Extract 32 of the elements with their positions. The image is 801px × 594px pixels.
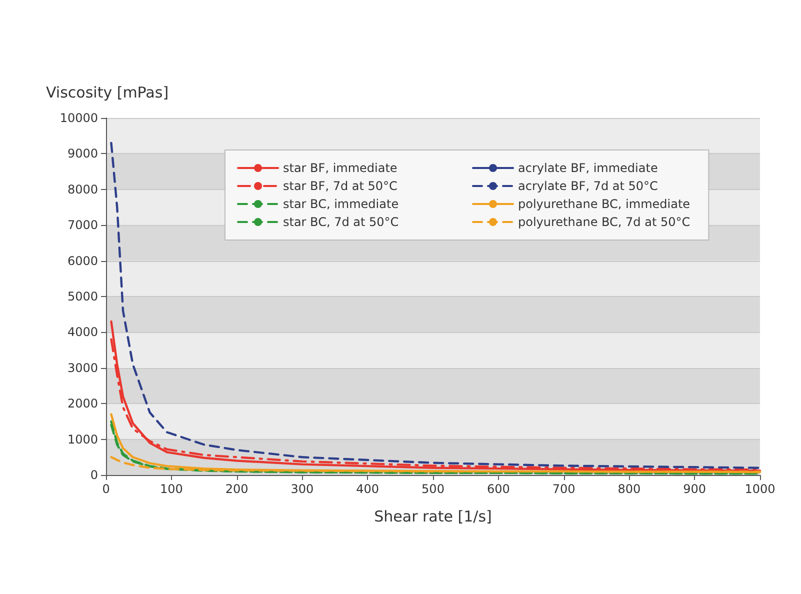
x-tick-label: 100 [160, 482, 183, 496]
x-tick-label: 700 [552, 482, 576, 496]
x-tick-label: 1000 [744, 482, 776, 496]
legend-label: star BC, immediate [283, 197, 399, 211]
x-axis-title: Shear rate [1/s] [374, 508, 492, 526]
y-tick-label: 8000 [67, 182, 98, 196]
y-tick-label: 4000 [67, 325, 98, 340]
legend-label: polyurethane BC, 7d at 50°C [518, 215, 690, 229]
y-tick-label: 0 [90, 468, 98, 482]
y-tick-label: 5000 [67, 290, 98, 304]
y-axis-title: Viscosity [mPas] [46, 84, 169, 102]
legend-label: acrylate BF, 7d at 50°C [518, 179, 658, 193]
y-tick-label: 6000 [67, 254, 98, 268]
y-tick-label: 10000 [60, 111, 98, 125]
legend-label: polyurethane BC, immediate [518, 197, 690, 211]
x-tick-label: 500 [422, 482, 444, 496]
x-tick-label: 0 [102, 482, 110, 496]
y-tick-label: 1000 [67, 432, 98, 446]
legend-label: star BC, 7d at 50°C [283, 215, 399, 229]
x-tick-label: 400 [356, 482, 380, 496]
y-tick-label: 3000 [67, 360, 98, 375]
y-tick-label: 2000 [67, 396, 98, 411]
x-tick-label: 900 [683, 482, 706, 496]
x-tick-label: 200 [225, 482, 248, 496]
x-tick-label: 600 [486, 482, 510, 496]
y-tick-label: 9000 [67, 146, 98, 161]
legend-label: acrylate BF, immediate [518, 161, 658, 175]
x-tick-label: 300 [290, 482, 314, 496]
x-tick-label: 800 [618, 482, 641, 496]
y-tick-label: 7000 [67, 218, 98, 232]
legend-label: star BF, 7d at 50°C [283, 179, 398, 193]
legend-label: star BF, immediate [283, 161, 398, 175]
